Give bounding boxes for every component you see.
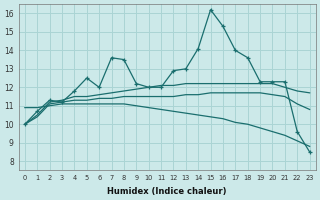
- X-axis label: Humidex (Indice chaleur): Humidex (Indice chaleur): [108, 187, 227, 196]
